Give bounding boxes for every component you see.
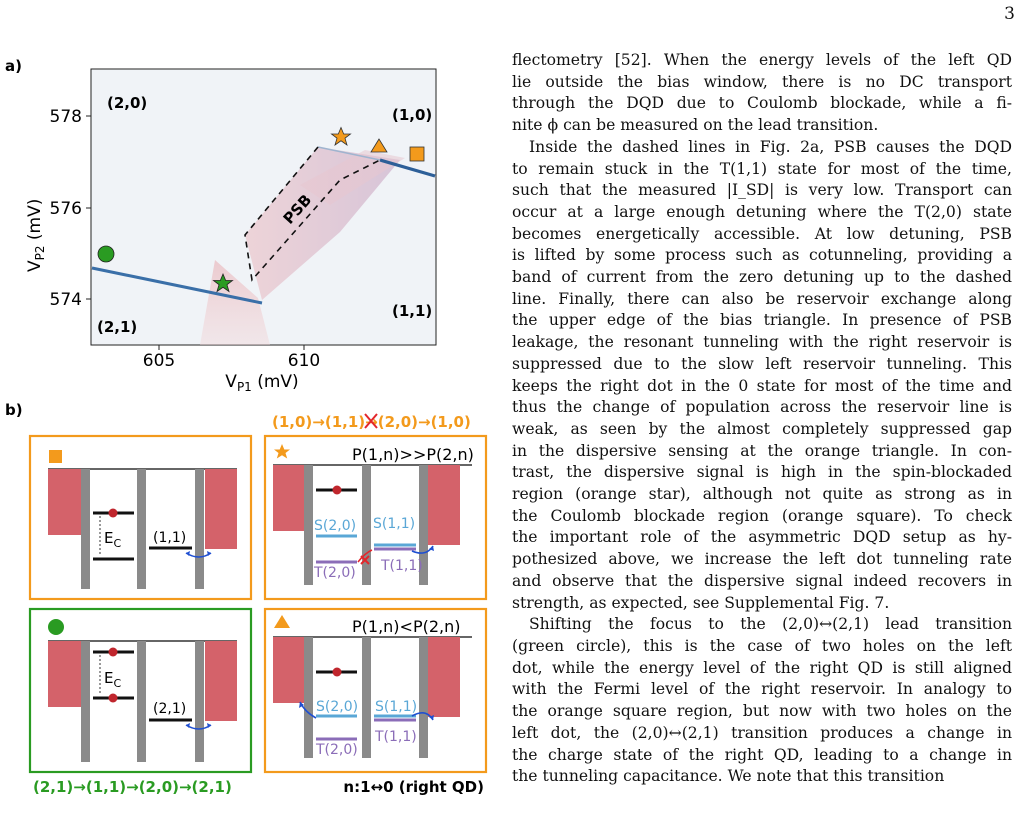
svg-text:EC: EC bbox=[104, 529, 121, 550]
text-line: Inside the dashed lines in Fig. 2a, PSB … bbox=[529, 137, 1012, 156]
svg-text:(2,1): (2,1) bbox=[153, 701, 186, 717]
text-line: line. Finally, there can also be reservo… bbox=[512, 289, 1012, 308]
diagram-star-region: P(1,n)>>P(2,n) S(2,0) T(2,0) S(1,1) T(1,… bbox=[263, 434, 488, 601]
region-2-1: (2,1) bbox=[97, 318, 137, 336]
text-line: pothesized above, we increase the left d… bbox=[512, 550, 1012, 569]
text-line: the orange square region, but now with t… bbox=[512, 702, 1012, 721]
ytick-576: 576 bbox=[50, 199, 82, 219]
svg-text:EC: EC bbox=[104, 669, 121, 690]
text-line: (green circle), this is the case of two … bbox=[512, 636, 1012, 655]
page-number: 3 bbox=[1004, 4, 1015, 24]
blocked-cross-icon bbox=[364, 413, 378, 429]
left-reservoir bbox=[48, 469, 81, 535]
panel-a-label: a) bbox=[5, 57, 22, 75]
xtick-605: 605 bbox=[143, 351, 175, 371]
diagram-square-region: EC (1,1) bbox=[28, 434, 253, 601]
y-axis: 578 576 574 VP2 (mV) bbox=[25, 107, 91, 310]
bottom-right-caption: n:1↔0 (right QD) bbox=[343, 778, 484, 796]
square-icon bbox=[49, 450, 62, 463]
text-line: lie outside the bias window, there is no… bbox=[512, 72, 1012, 91]
text-line: such that the measured |I_SD| is very lo… bbox=[512, 181, 1012, 200]
x-axis: 605 610 VP1 (mV) bbox=[143, 345, 320, 394]
text-line: nite ϕ can be measured on the lead trans… bbox=[512, 116, 879, 135]
text-line: occur at a large enough detuning where t… bbox=[512, 202, 1012, 221]
triangle-icon bbox=[274, 615, 290, 628]
svg-text:T(2,0): T(2,0) bbox=[315, 742, 358, 758]
right-reservoir bbox=[205, 469, 237, 549]
svg-text:T(1,1): T(1,1) bbox=[374, 729, 417, 745]
text-line: the important role of the asymmetric DQD… bbox=[512, 528, 1012, 547]
svg-text:P(1,n)>>P(2,n): P(1,n)>>P(2,n) bbox=[352, 445, 474, 464]
svg-text:(1,1): (1,1) bbox=[153, 530, 186, 546]
region-2-0: (2,0) bbox=[107, 94, 147, 112]
paragraph-2: Inside the dashed lines in Fig. 2a, PSB … bbox=[512, 137, 1012, 614]
text-line: strength, as expected, see Supplemental … bbox=[512, 593, 890, 612]
text-line: weak, as seen by the almost completely s… bbox=[512, 419, 1012, 438]
svg-text:S(2,0): S(2,0) bbox=[314, 518, 356, 534]
svg-text:T(2,0): T(2,0) bbox=[313, 565, 356, 581]
green-circle-marker bbox=[97, 245, 115, 263]
diagram-circle-region: EC (2,1) bbox=[28, 607, 253, 774]
text-line: leakage, the resonant tunneling with the… bbox=[512, 333, 1012, 352]
text-line: Shifting the focus to the (2,0)↔(2,1) le… bbox=[529, 615, 1012, 634]
text-line: the upper edge of the bias triangle. In … bbox=[512, 311, 1012, 330]
text-line: left dot, the (2,0)↔(2,1) transition pro… bbox=[512, 723, 1012, 742]
text-line: dot, while the energy level of the right… bbox=[512, 658, 1012, 677]
ytick-574: 574 bbox=[50, 290, 82, 310]
psb-dashed-boundary bbox=[244, 146, 381, 282]
region-1-1: (1,1) bbox=[392, 302, 432, 320]
green-star-marker bbox=[212, 272, 234, 293]
orange-square-marker bbox=[409, 146, 425, 162]
svg-text:S(1,1): S(1,1) bbox=[373, 516, 415, 532]
text-line: trast, the dispersive signal is high in … bbox=[512, 463, 1012, 482]
text-line: flectometry [52]. When the energy levels… bbox=[512, 51, 1012, 69]
body-text-column: flectometry [52]. When the energy levels… bbox=[512, 50, 1012, 788]
text-line: is lifted by some process such as cotunn… bbox=[512, 246, 1012, 265]
text-line: and observe that the dispersive signal i… bbox=[512, 571, 1012, 590]
text-line: through the DQD due to Coulomb blockade,… bbox=[512, 94, 1012, 113]
text-line: suppressed due to the slow left reservoi… bbox=[512, 354, 1012, 373]
svg-text:T(1,1): T(1,1) bbox=[380, 558, 423, 574]
svg-text:S(1,1): S(1,1) bbox=[375, 699, 417, 715]
ytick-578: 578 bbox=[50, 107, 82, 127]
text-line: thus the change of population across the… bbox=[512, 398, 1012, 417]
text-line: becomes energetically accessible. At low… bbox=[512, 224, 1012, 243]
text-line: the Coulomb blockade region (orange squa… bbox=[512, 506, 1012, 525]
text-line: keeps the right dot in the 0 state for m… bbox=[512, 376, 1012, 395]
text-line: band of current from the zero detuning u… bbox=[512, 268, 1012, 287]
text-line: the tunneling capacitance. We note that … bbox=[512, 767, 945, 786]
charge-stability-map: PSB (2,0) (1,0) (2,1) (1,1) bbox=[90, 68, 437, 346]
figure-2: a) PSB (2,0) (1,0) (2,1) (1,1) 578 576 bbox=[5, 57, 488, 796]
x-axis-label: VP1 (mV) bbox=[225, 372, 298, 394]
diagram-triangle-region: P(1,n)<P(2,n) S(2,0) T(2,0) S(1,1) T(1,1… bbox=[263, 607, 488, 774]
svg-text:P(1,n)<P(2,n): P(1,n)<P(2,n) bbox=[352, 617, 460, 636]
text-line: in the dispersive sensing at the orange … bbox=[512, 441, 1012, 460]
lead-line-right bbox=[379, 158, 436, 178]
bottom-left-caption: (2,1)→(1,1)→(2,0)→(2,1) bbox=[33, 778, 232, 796]
star-icon bbox=[274, 444, 290, 459]
lead-line-left bbox=[91, 266, 263, 305]
reservoir-line bbox=[317, 146, 381, 161]
svg-text:S(2,0): S(2,0) bbox=[316, 699, 358, 715]
panel-b-label: b) bbox=[5, 401, 23, 419]
orange-star-marker bbox=[330, 126, 352, 146]
circle-icon bbox=[48, 619, 64, 635]
y-axis-label: VP2 (mV) bbox=[25, 199, 47, 272]
text-line: with the Fermi level of the right reserv… bbox=[512, 680, 1012, 699]
paragraph-3: Shifting the focus to the (2,0)↔(2,1) le… bbox=[512, 614, 1012, 788]
paragraph-1: flectometry [52]. When the energy levels… bbox=[512, 50, 1012, 137]
orange-triangle-marker bbox=[370, 138, 388, 153]
text-line: to remain stuck in the T(1,1) state for … bbox=[512, 159, 1012, 178]
xtick-610: 610 bbox=[288, 351, 320, 371]
region-1-0: (1,0) bbox=[392, 106, 432, 124]
text-line: the charge state of the right QD, leadin… bbox=[512, 745, 1012, 764]
text-line: region (orange star), although not quite… bbox=[512, 485, 1012, 504]
